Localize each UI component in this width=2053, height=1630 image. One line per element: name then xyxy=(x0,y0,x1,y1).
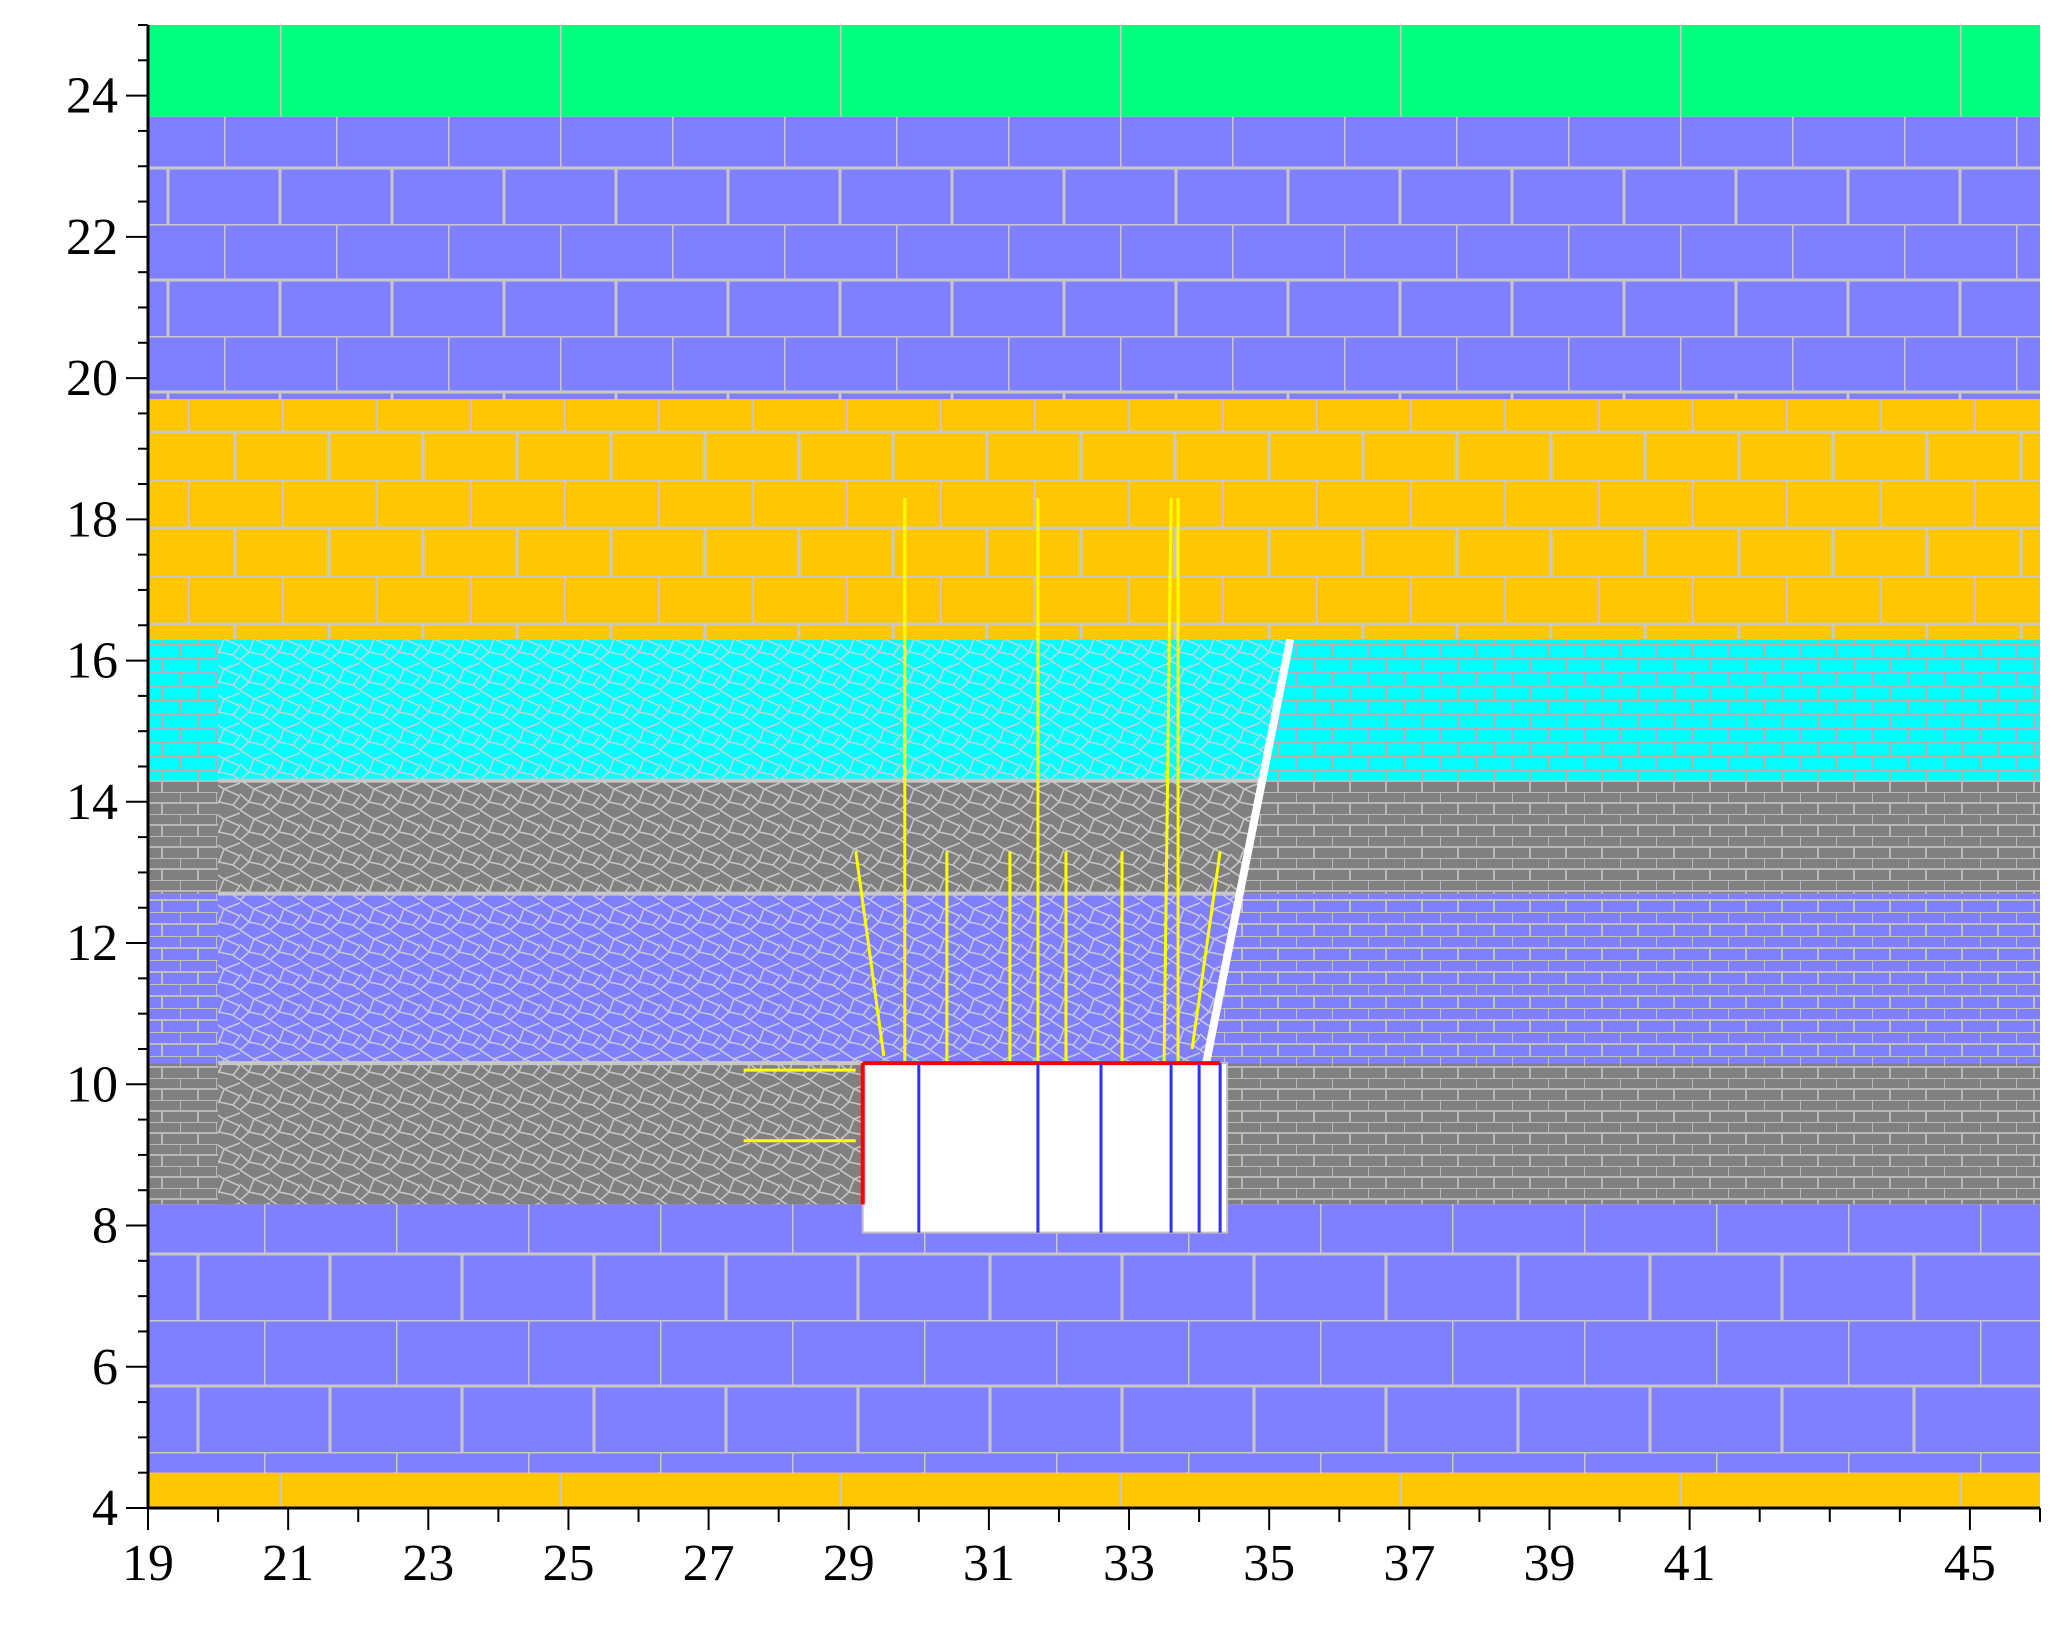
layer-1 xyxy=(148,117,2040,399)
y-tick-label: 22 xyxy=(66,209,118,266)
y-tick-label: 12 xyxy=(66,915,118,972)
x-tick-label: 23 xyxy=(402,1535,454,1592)
x-tick-label: 33 xyxy=(1103,1535,1155,1592)
x-tick-label: 39 xyxy=(1523,1535,1575,1592)
x-tick-label: 29 xyxy=(823,1535,875,1592)
y-tick-label: 4 xyxy=(92,1480,118,1537)
layer-7 xyxy=(148,1204,2040,1472)
y-tick-label: 24 xyxy=(66,68,118,125)
y-tick-label: 10 xyxy=(66,1056,118,1113)
x-tick-label: 41 xyxy=(1664,1535,1716,1592)
x-tick-label: 35 xyxy=(1243,1535,1295,1592)
x-tick-label: 27 xyxy=(683,1535,735,1592)
excavation xyxy=(863,1063,1227,1232)
x-tick-label: 21 xyxy=(262,1535,314,1592)
layer-8 xyxy=(148,1473,2040,1508)
y-tick-label: 18 xyxy=(66,491,118,548)
y-tick-label: 20 xyxy=(66,350,118,407)
y-tick-label: 16 xyxy=(66,633,118,690)
layer-0 xyxy=(148,25,2040,117)
y-tick-label: 14 xyxy=(66,774,118,831)
y-tick-label: 8 xyxy=(92,1198,118,1255)
x-tick-label: 19 xyxy=(122,1535,174,1592)
x-tick-label: 45 xyxy=(1944,1535,1996,1592)
x-tick-label: 25 xyxy=(542,1535,594,1592)
layer-2 xyxy=(148,399,2040,639)
y-tick-label: 6 xyxy=(92,1339,118,1396)
x-tick-label: 31 xyxy=(963,1535,1015,1592)
x-tick-label: 37 xyxy=(1383,1535,1435,1592)
